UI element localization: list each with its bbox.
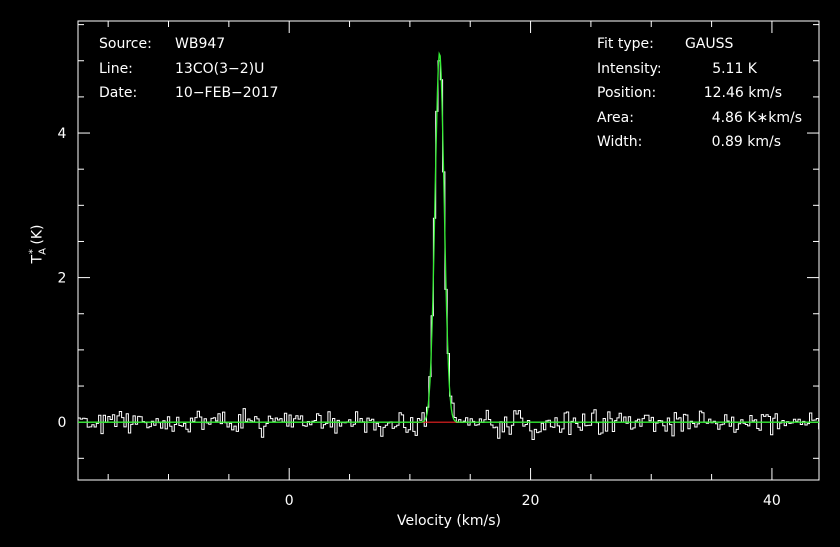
area-value: 4.86 K∗km/s bbox=[711, 109, 802, 126]
position-row: Position: 12.46 km/s bbox=[597, 81, 802, 106]
fit-type-row: Fit type: GAUSS bbox=[597, 32, 802, 57]
date-value: 10−FEB−2017 bbox=[175, 85, 279, 101]
x-tick-label: 0 bbox=[285, 493, 294, 509]
date-row: Date: 10−FEB−2017 bbox=[99, 81, 278, 106]
y-tick-label: 2 bbox=[58, 271, 67, 287]
y-axis-label-sup: * bbox=[27, 249, 39, 255]
intensity-row: Intensity: 5.11 K bbox=[597, 57, 802, 82]
intensity-label: Intensity: bbox=[597, 60, 662, 77]
fit-results: Fit type: GAUSS Intensity: 5.11 K Position… bbox=[597, 32, 802, 155]
fit-type-label: Fit type: bbox=[597, 36, 654, 52]
area-row: Area: 4.86 K∗km/s bbox=[597, 106, 802, 131]
position-value: 12.46 km/s bbox=[703, 85, 782, 101]
y-axis-label-sub: A bbox=[37, 248, 49, 255]
x-axis-label: Velocity (km/s) bbox=[397, 513, 501, 529]
tick-labels: 0 20 40 0 2 4 bbox=[58, 126, 781, 509]
area-label: Area: bbox=[597, 109, 634, 126]
source-label: Source: bbox=[99, 36, 152, 52]
date-label: Date: bbox=[99, 85, 138, 101]
source-value: WB947 bbox=[175, 36, 226, 52]
axis-ticks bbox=[78, 21, 819, 480]
plot-frame bbox=[77, 20, 820, 481]
y-axis-label-main: T bbox=[29, 254, 46, 264]
x-tick-label: 20 bbox=[522, 493, 540, 509]
x-tick-label: 40 bbox=[763, 493, 781, 509]
y-tick-label: 0 bbox=[58, 415, 67, 431]
width-row: Width: 0.89 km/s bbox=[597, 130, 802, 155]
position-label: Position: bbox=[597, 85, 657, 101]
observation-info: Source: WB947 Line: 13CO(3−2)U Date: 10−FEB… bbox=[99, 32, 278, 106]
gaussian-fit-curve bbox=[78, 51, 819, 423]
line-value: 13CO(3−2)U bbox=[175, 60, 265, 77]
intensity-value: 5.11 K bbox=[712, 60, 757, 77]
width-value: 0.89 km/s bbox=[711, 134, 781, 150]
line-label: Line: bbox=[99, 60, 133, 77]
y-axis-label-unit: (K) bbox=[29, 224, 46, 250]
line-row: Line: 13CO(3−2)U bbox=[99, 57, 278, 82]
spectrum-line bbox=[78, 60, 820, 440]
y-tick-label: 4 bbox=[58, 126, 67, 142]
source-row: Source: WB947 bbox=[99, 32, 278, 57]
width-label: Width: bbox=[597, 134, 643, 150]
fit-type-value: GAUSS bbox=[685, 36, 734, 52]
y-axis-label: TA* (K) bbox=[27, 224, 49, 264]
